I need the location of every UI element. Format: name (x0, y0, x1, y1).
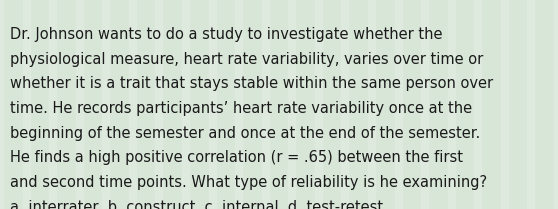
Text: physiological measure, heart rate variability, varies over time or: physiological measure, heart rate variab… (10, 52, 483, 67)
Text: a. interrater  b. construct  c. internal  d. test-retest: a. interrater b. construct c. internal d… (10, 200, 383, 209)
Text: beginning of the semester and once at the end of the semester.: beginning of the semester and once at th… (10, 126, 480, 141)
Text: and second time points. What type of reliability is he examining?: and second time points. What type of rel… (10, 175, 487, 190)
Text: He finds a high positive correlation (r = .65) between the first: He finds a high positive correlation (r … (10, 150, 463, 166)
Text: Dr. Johnson wants to do a study to investigate whether the: Dr. Johnson wants to do a study to inves… (10, 27, 442, 42)
Text: whether it is a trait that stays stable within the same person over: whether it is a trait that stays stable … (10, 76, 493, 92)
Text: time. He records participants’ heart rate variability once at the: time. He records participants’ heart rat… (10, 101, 472, 116)
